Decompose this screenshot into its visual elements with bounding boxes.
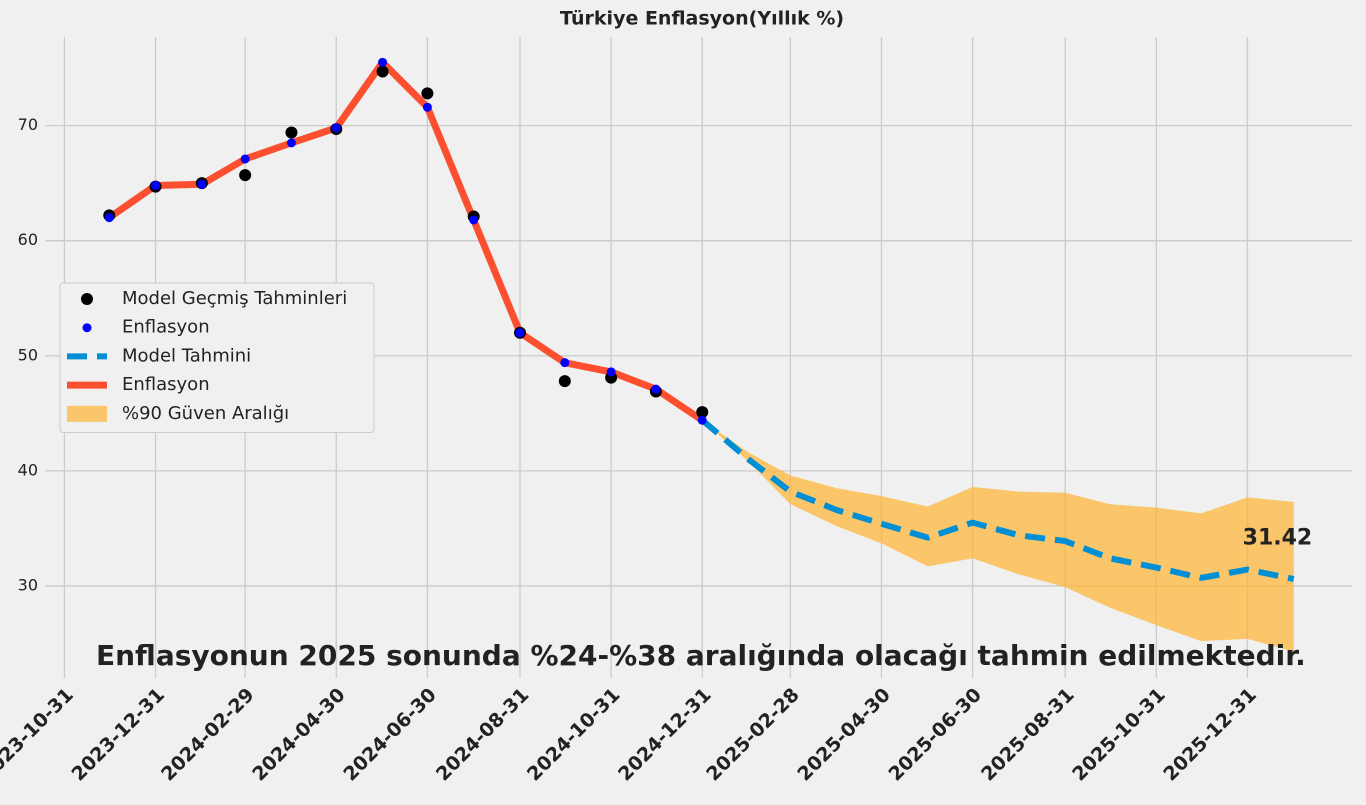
y-tick-label: 50 [18, 345, 38, 364]
data-point [697, 415, 707, 425]
y-tick-label: 70 [18, 115, 38, 134]
x-tick-label: 2025-10-31 [1068, 684, 1170, 786]
x-tick-label: 2024-06-30 [339, 684, 441, 786]
data-point [422, 102, 432, 112]
data-point [240, 154, 250, 164]
x-tick-label: 2024-04-30 [248, 684, 350, 786]
x-tick-label: 2023-12-31 [67, 684, 169, 786]
confidence-band [702, 420, 1294, 652]
note: Enflasyonun 2025 sonunda %24-%38 aralığı… [96, 639, 1306, 672]
y-tick-label: 30 [18, 575, 38, 594]
legend-marker [67, 405, 107, 422]
x-tick-label: 2025-08-31 [977, 684, 1079, 786]
x-tick-label: 2025-12-31 [1159, 684, 1261, 786]
data-point [421, 87, 434, 100]
data-point [197, 179, 207, 189]
data-point [558, 375, 571, 388]
x-tick-label: 2025-02-28 [702, 684, 804, 786]
data-point [286, 138, 296, 148]
data-point [104, 213, 114, 223]
data-point [378, 57, 388, 67]
y-tick-label: 40 [18, 460, 38, 479]
x-tick-label: 2024-12-31 [614, 684, 716, 786]
data-point [151, 180, 161, 190]
y-tick-label: 60 [18, 230, 38, 249]
data-point [376, 65, 389, 78]
data-point [285, 126, 298, 139]
inflation-line [107, 58, 705, 424]
data-point [606, 367, 616, 377]
forecast-line [700, 417, 1295, 582]
x-tick-label: 2025-04-30 [793, 684, 895, 786]
legend-label: Model Geçmiş Tahminleri [122, 288, 347, 309]
data-point [239, 169, 252, 182]
x-tick-label: 2024-02-29 [157, 684, 259, 786]
legend-marker [81, 293, 93, 305]
x-tick-label: 2024-08-31 [432, 684, 534, 786]
x-tick-label: 2023-10-31 [0, 684, 78, 786]
data-point [331, 123, 341, 133]
data-point [560, 358, 570, 368]
legend-label: Model Tahmini [122, 345, 251, 366]
legend-label: Enflasyon [122, 374, 210, 395]
data-point [651, 384, 661, 394]
legend-box [59, 282, 375, 433]
chart-title: Türkiye Enflasyon(Yıllık %) [560, 8, 844, 30]
data-point [515, 328, 525, 338]
x-tick-label: 2024-10-31 [523, 684, 625, 786]
x-tick-label: 2025-06-30 [885, 684, 987, 786]
legend-label: %90 Güven Aralığı [122, 403, 289, 424]
legend-label: Enflasyon [122, 317, 210, 338]
data-point [696, 406, 709, 419]
legend: Model Geçmiş Tahminleri Enflasyon Model Ta… [59, 282, 375, 433]
legend-marker [82, 323, 92, 333]
value-label: 31.42 [1243, 526, 1313, 551]
data-point [469, 215, 479, 225]
